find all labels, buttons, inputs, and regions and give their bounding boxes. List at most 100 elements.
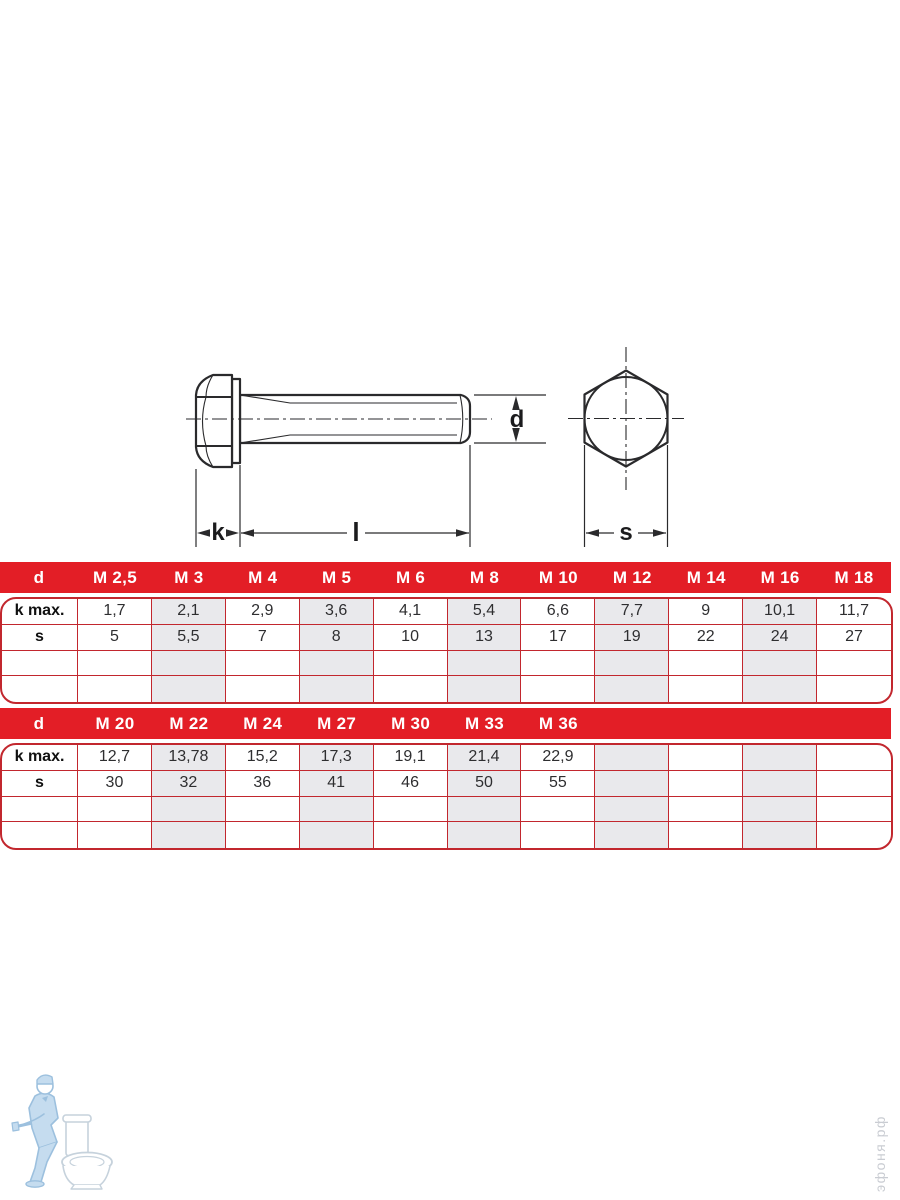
dimension-d-label: d [510, 406, 525, 433]
data-cell: 10 [373, 624, 448, 651]
hex-head-end-view [568, 347, 684, 490]
data-cell: 21,4 [447, 745, 522, 771]
column-header: M 33 [464, 713, 504, 733]
data-cell [447, 650, 522, 677]
data-cell [743, 796, 818, 823]
arrowhead-right [226, 529, 239, 537]
data-cell [817, 822, 891, 848]
shaft-end-chamfer [459, 394, 464, 444]
dimension-k: k [195, 465, 241, 547]
dimension-d: d [474, 394, 546, 444]
plumber-logo [11, 1074, 113, 1190]
row-label: k max. [2, 599, 78, 625]
dimension-l: l [241, 445, 471, 547]
data-cell: 41 [299, 770, 374, 797]
data-cell: 2,9 [225, 599, 300, 625]
table-header-row: d M 20 M 22 M 24 M 27 M 30 M 33 M 36 [0, 708, 891, 739]
head-collar [230, 377, 242, 465]
data-cell: 36 [225, 770, 300, 797]
toilet-figure [61, 1114, 113, 1190]
data-cell: 30 [78, 770, 152, 797]
bolt-head [194, 373, 234, 469]
row-label [2, 676, 78, 702]
data-cell [521, 676, 596, 702]
data-cell [447, 822, 522, 848]
row-label: s [2, 624, 78, 651]
column-header: M 4 [248, 567, 278, 587]
row-label [2, 822, 78, 848]
data-cell: 1,7 [78, 599, 152, 625]
data-cell [521, 796, 596, 823]
data-cell [299, 822, 374, 848]
data-cell [817, 771, 891, 797]
data-cell: 22,9 [521, 745, 596, 771]
data-cell: 6,6 [521, 599, 596, 625]
dimension-s: s [583, 445, 669, 547]
head-chamfer-arc-top [205, 374, 214, 398]
data-cell: 19,1 [373, 745, 448, 771]
data-cell [373, 650, 448, 677]
data-cell: 5,5 [151, 624, 226, 651]
data-cell [743, 650, 818, 677]
column-header: M 36 [538, 713, 578, 733]
row-label [2, 796, 78, 823]
bolt-side-view [186, 373, 492, 469]
data-cell [151, 650, 226, 677]
data-cell [743, 676, 818, 702]
data-cell [78, 822, 152, 848]
data-cell [151, 822, 226, 848]
data-cell [226, 822, 300, 848]
data-cell: 4,1 [373, 599, 448, 625]
thread-root-top [239, 394, 457, 404]
arrowhead-right [653, 529, 666, 537]
data-cell [817, 676, 891, 702]
table-body: k max. 1,7 2,1 2,9 3,6 4,1 5,4 6,6 7,7 9 10,1 11,7 s… [0, 597, 893, 704]
arrowhead-left [241, 529, 254, 537]
bolt-technical-drawing: k l d s [186, 347, 684, 547]
thread-root-bottom [239, 434, 457, 444]
column-header: M 2,5 [92, 567, 137, 587]
arrowhead-left [586, 529, 599, 537]
data-cell [669, 770, 744, 797]
column-header: M 3 [174, 567, 204, 587]
data-cell [374, 822, 448, 848]
data-cell: 5,4 [447, 599, 522, 625]
data-cell [226, 676, 300, 702]
data-cell [595, 650, 670, 677]
column-header: M 27 [317, 713, 357, 733]
data-cell [669, 650, 744, 677]
data-cell [595, 770, 670, 797]
data-cell [299, 650, 374, 677]
row-label: k max. [2, 745, 78, 771]
data-cell [225, 650, 300, 677]
data-cell: 13,78 [151, 745, 226, 771]
data-cell [743, 822, 818, 848]
data-cell: 32 [151, 770, 226, 797]
data-cell [447, 676, 522, 702]
data-cell [521, 822, 596, 848]
corner-header: d [33, 567, 45, 587]
table-header-row: d M 2,5 M 3 M 4 M 5 M 6 M 8 M 10 M 12 M 14 M 16 M 1… [0, 562, 891, 593]
arrowhead-right [456, 529, 469, 537]
data-cell [78, 650, 152, 677]
dimension-l-label: l [352, 517, 359, 547]
column-header: M 20 [95, 713, 135, 733]
head-chamfer-arc-bottom [205, 445, 214, 468]
data-cell: 17 [521, 624, 596, 651]
data-cell [299, 796, 374, 823]
data-cell: 22 [669, 624, 744, 651]
data-cell: 10,1 [743, 599, 818, 625]
data-cell [595, 676, 670, 702]
data-cell: 9 [669, 599, 744, 625]
column-header: M 16 [760, 567, 800, 587]
data-cell: 3,6 [299, 599, 374, 625]
arrowhead-left [197, 529, 210, 537]
arrowhead-up [512, 396, 520, 410]
data-cell: 5 [78, 624, 152, 651]
data-cell [743, 745, 818, 771]
column-header: M 10 [538, 567, 578, 587]
row-label [2, 650, 78, 677]
column-header: M 6 [395, 567, 426, 587]
data-cell: 19 [595, 624, 670, 651]
